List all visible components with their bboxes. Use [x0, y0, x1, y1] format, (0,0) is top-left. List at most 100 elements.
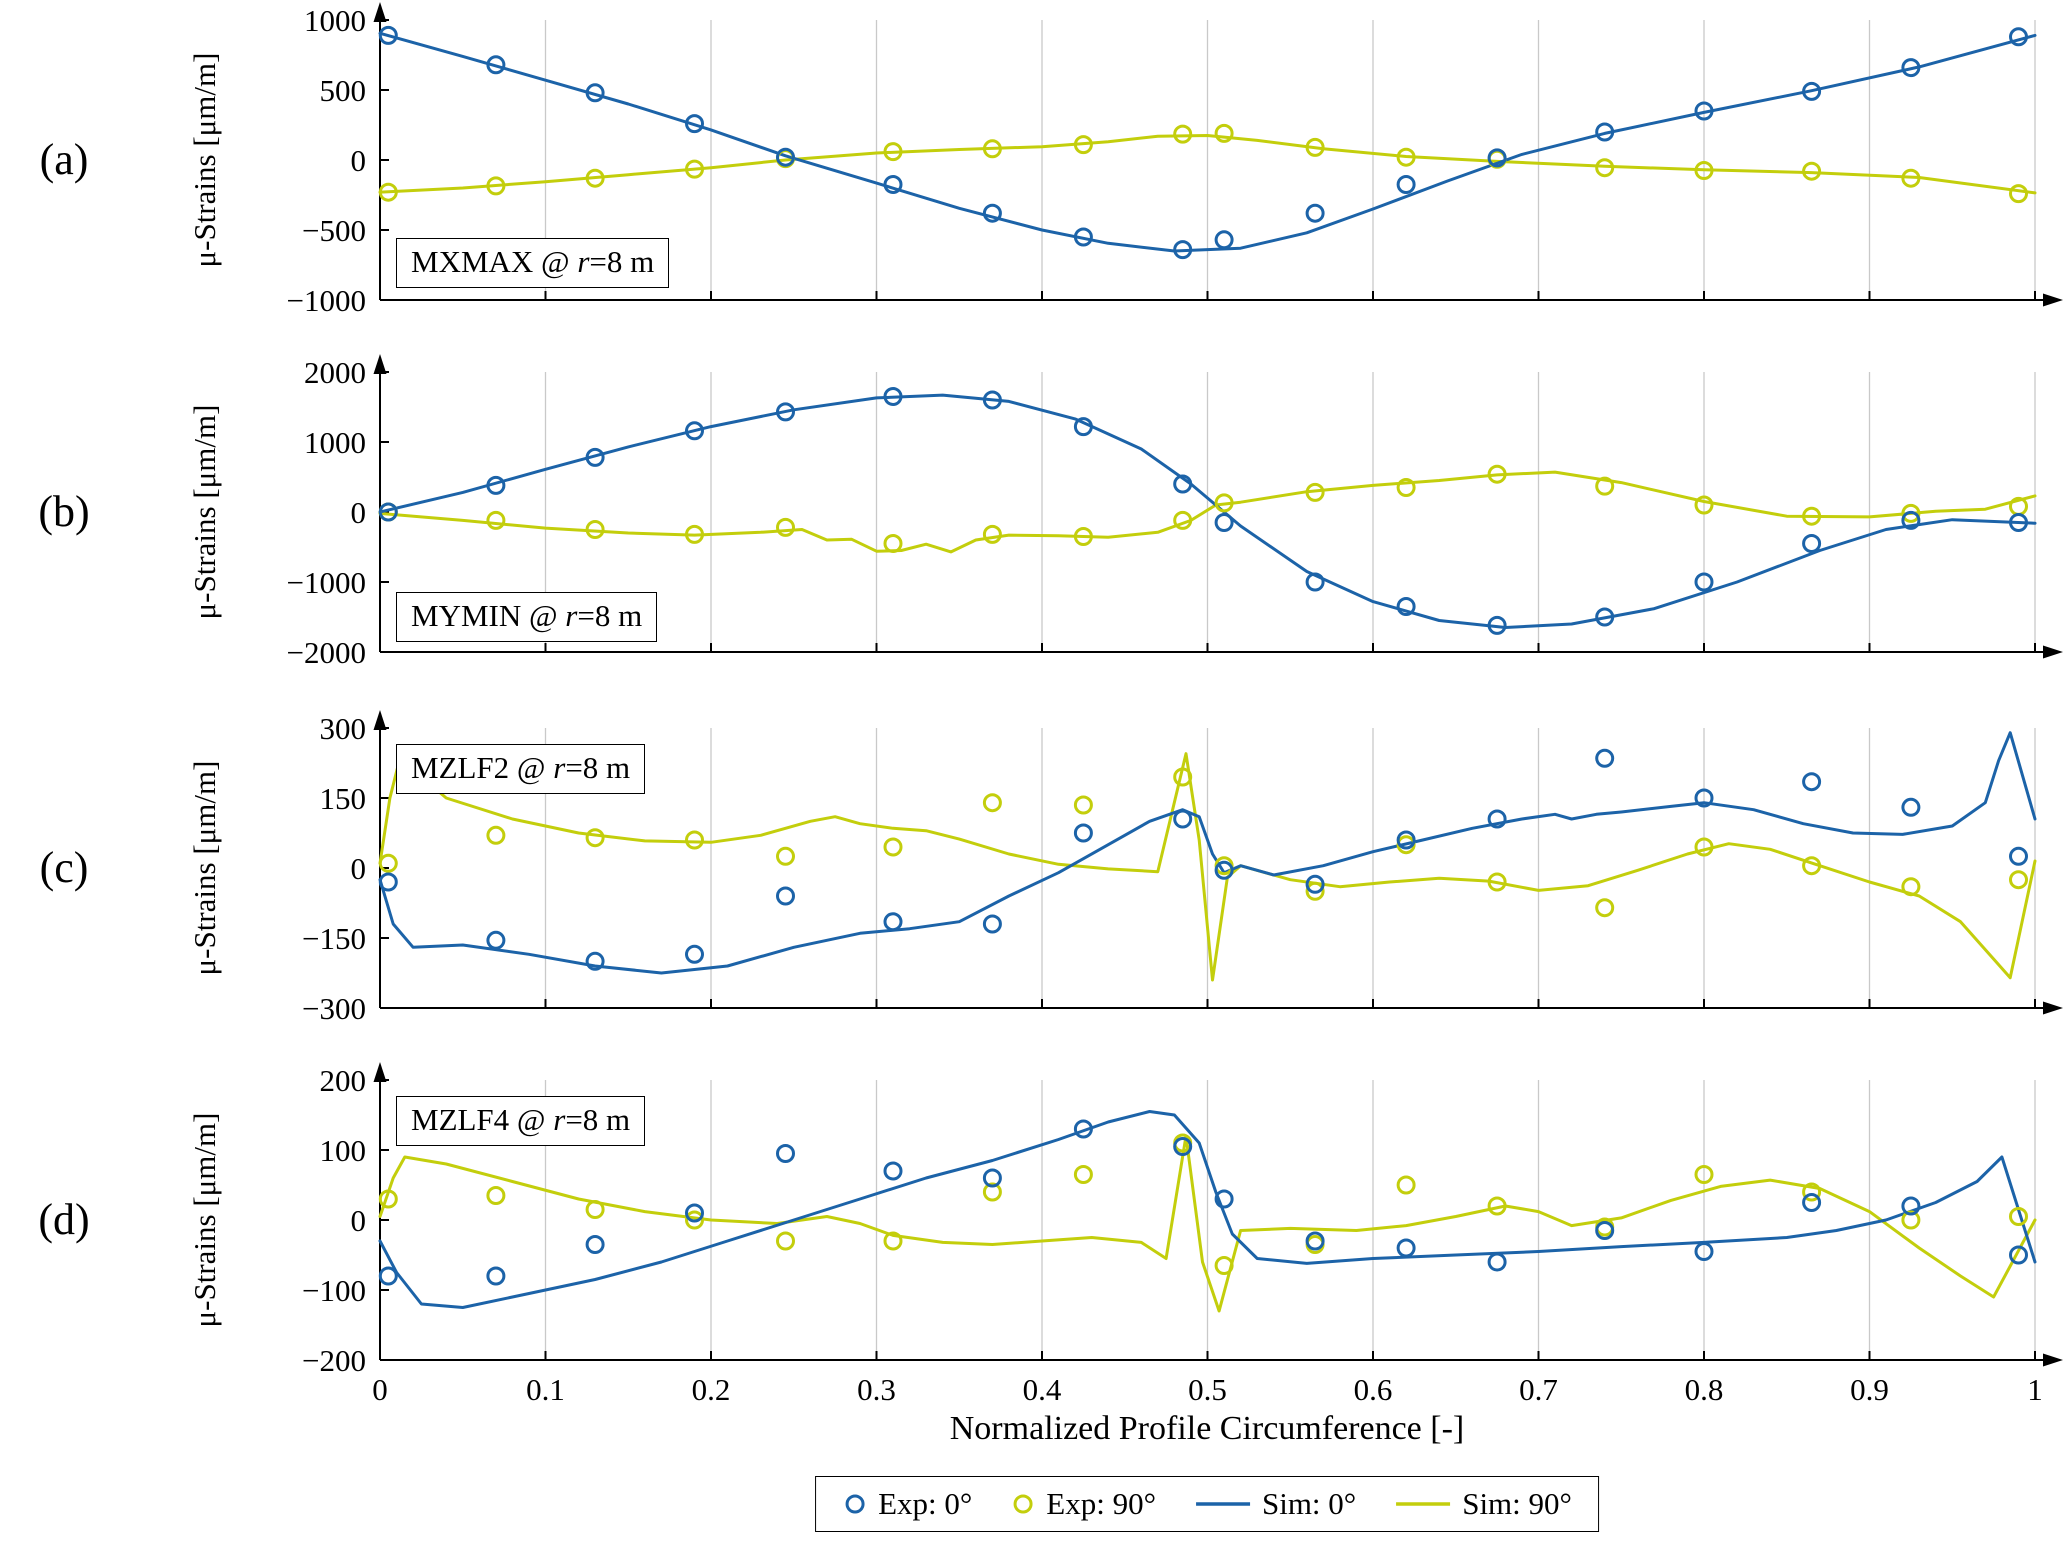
- x-axis-arrow-icon: [2043, 293, 2063, 307]
- exp90-marker: [1595, 476, 1615, 496]
- legend-label: Exp: 90°: [1046, 1486, 1156, 1521]
- plot-tag-mymin: MYMIN @ r=8 m: [396, 592, 658, 642]
- exp90-marker: [1396, 1175, 1416, 1195]
- y-tick-label: 100: [320, 1133, 367, 1168]
- x-tick-label: 0.6: [1354, 1372, 1393, 1407]
- exp0-marker: [1694, 1242, 1714, 1261]
- plot-tag-mzlf4: MZLF4 @ r=8 m: [396, 1096, 646, 1146]
- exp0-marker: [1396, 830, 1416, 850]
- exp90-marker: [1901, 877, 1921, 897]
- legend-item-exp-0: Exp: 0°: [842, 1486, 972, 1522]
- exp0-marker: [685, 421, 704, 441]
- y-axis-label-b: μ-Strains [μm/m]: [187, 404, 222, 620]
- exp90-marker: [685, 1210, 704, 1230]
- plot-tag-var: r: [553, 1102, 566, 1137]
- exp90-marker: [1214, 493, 1234, 513]
- exp0-marker: [685, 1203, 704, 1223]
- exp0-marker: [776, 402, 795, 422]
- exp90-marker: [1214, 1256, 1234, 1275]
- plot-tag-mzlf2: MZLF2 @ r=8 m: [396, 744, 646, 794]
- exp0-marker: [1073, 417, 1093, 437]
- plot-tag-value: =8 m: [589, 244, 655, 279]
- exp0-marker: [883, 1161, 903, 1181]
- plot-tag-text: MZLF4 @: [411, 1102, 554, 1137]
- y-tick-label: −1000: [287, 283, 366, 318]
- exp90-marker: [1487, 1196, 1507, 1216]
- y-tick-label: 1000: [304, 3, 366, 38]
- exp0-marker: [1214, 1189, 1234, 1209]
- plot-tag-text: MXMAX @: [411, 244, 578, 279]
- exp90-marker: [585, 828, 605, 848]
- exp90-marker: [685, 524, 704, 544]
- exp90-marker: [486, 825, 506, 845]
- exp0-marker: [1595, 1221, 1615, 1240]
- exp0-marker: [1214, 860, 1234, 880]
- exp90-marker: [1073, 135, 1093, 155]
- exp90-marker: [776, 517, 795, 537]
- y-tick-label: −1000: [287, 565, 366, 600]
- x-axis-label: Normalized Profile Circumference [-]: [949, 1410, 1465, 1447]
- exp0-marker: [685, 114, 704, 134]
- exp90-marker: [1305, 137, 1325, 157]
- plot-tag-var: r: [553, 750, 566, 785]
- legend-line-icon: [1396, 1502, 1451, 1506]
- exp0-marker: [1694, 101, 1714, 121]
- exp90-marker: [378, 1189, 398, 1209]
- exp90-marker: [2009, 1207, 2028, 1226]
- sim90-line: [378, 470, 2037, 554]
- exp0-marker: [1487, 148, 1507, 168]
- exp0-marker: [883, 912, 903, 932]
- panel-label-b: (b): [38, 487, 90, 536]
- y-tick-label: 0: [351, 851, 367, 886]
- exp0-marker: [486, 55, 506, 75]
- exp90-marker: [1802, 506, 1822, 526]
- exp90-marker: [1802, 1182, 1822, 1202]
- y-tick-label: −100: [302, 1273, 366, 1308]
- exp0-marker: [982, 914, 1002, 934]
- legend-item-exp-90: Exp: 90°: [1010, 1486, 1156, 1522]
- x-tick-label: 0.4: [1023, 1372, 1062, 1407]
- exp90-marker: [1073, 527, 1093, 546]
- exp0-marker: [685, 944, 704, 964]
- exp0-marker: [1487, 809, 1507, 829]
- exp0-marker: [2009, 513, 2028, 532]
- exp0-marker: [378, 502, 398, 522]
- x-axis-arrow-icon: [2043, 1353, 2063, 1367]
- exp0-marker: [1305, 1231, 1325, 1251]
- exp90-marker: [982, 524, 1002, 544]
- exp90-marker: [1694, 837, 1714, 857]
- subplot-b: −2000 −1000 0 1000 2000: [287, 354, 2063, 670]
- exp90-marker: [1396, 478, 1416, 497]
- exp0-marker: [1901, 510, 1921, 530]
- sim0-line: [378, 731, 2037, 975]
- exp0-marker: [1214, 230, 1234, 250]
- exp0-marker: [585, 83, 605, 103]
- exp0-marker: [776, 886, 795, 906]
- y-axis-label-d: μ-Strains [μm/m]: [187, 1112, 222, 1328]
- exp90-marker: [2009, 184, 2028, 204]
- plot-tag-var: r: [565, 598, 578, 633]
- exp0-marker: [1396, 597, 1416, 616]
- x-tick-label: 1: [2027, 1372, 2043, 1407]
- y-axis-arrow-icon: [373, 1062, 387, 1082]
- exp0-marker: [1802, 1193, 1822, 1212]
- exp0-marker: [1901, 1196, 1921, 1216]
- exp0-marker: [486, 1266, 506, 1286]
- y-tick-label: 2000: [304, 355, 366, 390]
- exp90-marker: [1694, 161, 1714, 180]
- exp0-marker: [1694, 572, 1714, 592]
- subplot-c: −300 −150 0 150 300: [302, 710, 2063, 1026]
- exp0-marker: [2009, 1245, 2028, 1265]
- exp90-marker: [486, 176, 506, 196]
- y-tick-label: 0: [351, 143, 367, 178]
- x-tick-label: 0.3: [857, 1372, 896, 1407]
- exp0-marker: [2009, 846, 2028, 866]
- exp0-marker: [1073, 1119, 1093, 1139]
- plot-tag-value: =8 m: [565, 750, 631, 785]
- exp90-marker: [1694, 1165, 1714, 1184]
- exp90-marker: [1802, 161, 1822, 181]
- x-tick-label: 0.9: [1850, 1372, 1889, 1407]
- exp90-marker: [1694, 495, 1714, 515]
- y-tick-label: −2000: [287, 635, 366, 670]
- y-axis-label-c: μ-Strains [μm/m]: [187, 760, 222, 976]
